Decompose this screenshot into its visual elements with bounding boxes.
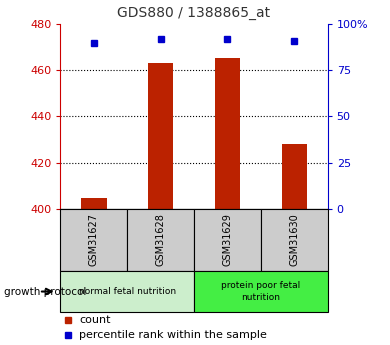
Bar — [60, 209, 127, 271]
Text: count: count — [79, 315, 111, 325]
Text: percentile rank within the sample: percentile rank within the sample — [79, 330, 267, 340]
Bar — [60, 271, 194, 312]
Text: protein poor fetal
nutrition: protein poor fetal nutrition — [221, 282, 300, 302]
Title: GDS880 / 1388865_at: GDS880 / 1388865_at — [117, 6, 271, 20]
Bar — [261, 209, 328, 271]
Bar — [194, 271, 328, 312]
Bar — [215, 58, 240, 209]
Bar — [81, 198, 106, 209]
Text: GSM31627: GSM31627 — [89, 213, 99, 266]
Bar — [148, 63, 173, 209]
Text: normal fetal nutrition: normal fetal nutrition — [79, 287, 176, 296]
Text: growth protocol: growth protocol — [4, 287, 86, 296]
Bar — [282, 144, 307, 209]
Text: GSM31628: GSM31628 — [156, 213, 166, 266]
Text: GSM31629: GSM31629 — [222, 213, 232, 266]
Bar — [194, 209, 261, 271]
Bar — [127, 209, 194, 271]
Text: GSM31630: GSM31630 — [289, 214, 299, 266]
